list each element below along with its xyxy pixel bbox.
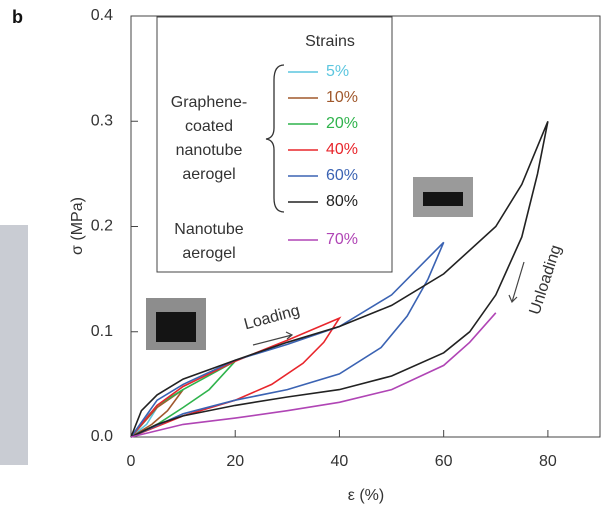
data-line xyxy=(130,241,445,438)
x-axis-label: ε (%) xyxy=(348,487,384,504)
legend-brace xyxy=(265,64,285,213)
photo xyxy=(0,225,28,465)
legend-title: Strains xyxy=(305,33,355,50)
legend-label: 40% xyxy=(326,141,358,158)
legend-label: 10% xyxy=(326,89,358,106)
annotation: Loading xyxy=(242,302,301,333)
x-tick-label: 0 xyxy=(127,453,136,470)
y-tick-label: 0.2 xyxy=(91,218,113,235)
legend-group-label: Nanotube xyxy=(174,221,243,238)
legend-group-label: nanotube xyxy=(176,142,243,159)
annotation: Unloading xyxy=(527,243,565,317)
legend-label: 80% xyxy=(326,193,358,210)
photo xyxy=(423,192,463,206)
y-axis-label: σ (MPa) xyxy=(69,197,86,255)
panel-label: b xyxy=(12,7,23,27)
annotation-arrow xyxy=(508,261,525,304)
data-line xyxy=(130,312,497,438)
y-tick-label: 0.3 xyxy=(91,112,113,129)
legend-group-label: coated xyxy=(185,118,233,135)
data-line xyxy=(130,360,236,438)
legend-group-label: Graphene- xyxy=(171,94,248,111)
data-line xyxy=(130,120,549,438)
legend-label: 20% xyxy=(326,115,358,132)
photo xyxy=(156,312,196,342)
legend-group-label: aerogel xyxy=(182,245,235,262)
x-tick-label: 60 xyxy=(435,453,453,470)
y-tick-label: 0.0 xyxy=(91,428,113,445)
y-tick-label: 0.4 xyxy=(91,7,113,24)
data-line xyxy=(130,388,184,438)
legend-box xyxy=(156,16,393,273)
legend-label: 5% xyxy=(326,63,349,80)
legend-group-label: aerogel xyxy=(182,166,235,183)
legend-label: 60% xyxy=(326,167,358,184)
x-tick-label: 40 xyxy=(331,453,349,470)
y-tick-label: 0.1 xyxy=(91,323,113,340)
annotation-arrow xyxy=(252,331,294,346)
legend-label: 70% xyxy=(326,231,358,248)
x-tick-label: 80 xyxy=(539,453,557,470)
x-tick-label: 20 xyxy=(226,453,244,470)
